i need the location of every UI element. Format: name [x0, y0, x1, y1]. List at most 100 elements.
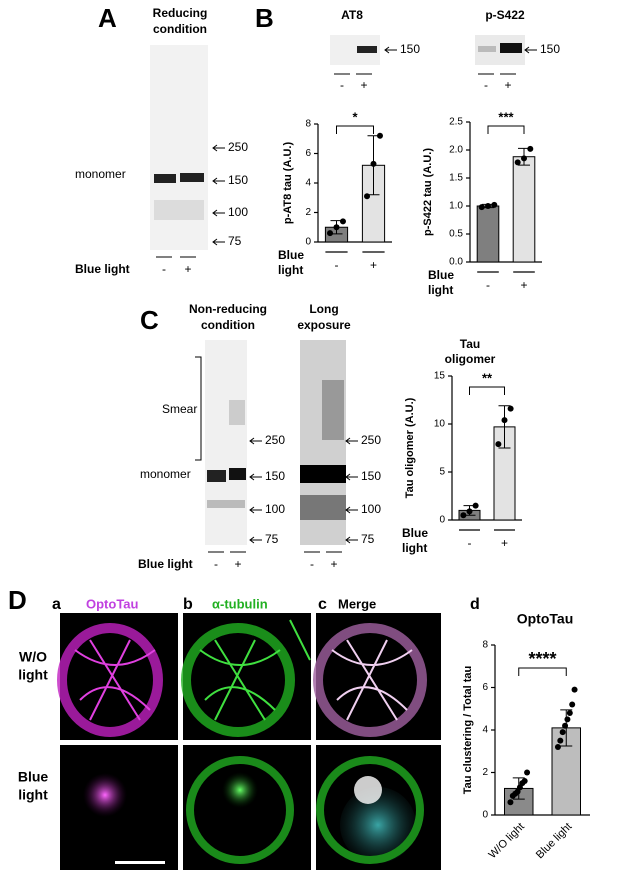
- data-point: [559, 729, 566, 736]
- blot-title: p-S422: [485, 8, 525, 22]
- marker-label: 150: [361, 469, 381, 483]
- y-tick-label: 15: [434, 371, 446, 382]
- bar: [476, 205, 500, 263]
- column-letter: a: [52, 596, 61, 613]
- chart-title: OptoTau: [517, 611, 574, 627]
- lane-label: -: [484, 78, 488, 92]
- row-label: light: [18, 667, 48, 683]
- treatment-label: Blue light: [138, 557, 193, 571]
- micrograph: [57, 613, 441, 870]
- column-title: OptoTau: [86, 596, 139, 611]
- data-point: [524, 769, 531, 776]
- data-point: [562, 722, 569, 729]
- significance-label: **: [482, 370, 493, 385]
- lane-label: +: [360, 78, 367, 92]
- column-letter: b: [183, 596, 193, 613]
- data-point: [507, 405, 514, 412]
- x-tick-label: +: [370, 258, 377, 272]
- significance-bracket: [518, 667, 567, 676]
- error-bar: [498, 405, 511, 449]
- chart-title: oligomer: [445, 352, 496, 366]
- marker-label: 250: [361, 433, 381, 447]
- y-tick-label: 4: [305, 178, 311, 189]
- y-tick-label: 2: [305, 207, 311, 218]
- y-tick-label: 1.5: [449, 173, 463, 184]
- marker-label: 75: [265, 532, 279, 546]
- marker-label: 150: [228, 173, 248, 187]
- bar: [512, 156, 536, 263]
- blot-title: condition: [201, 318, 255, 332]
- y-tick-label: 8: [482, 640, 488, 651]
- y-axis-label: p-S422 tau (A.U.): [422, 148, 434, 236]
- data-point: [460, 512, 467, 519]
- column-title: Merge: [338, 596, 376, 611]
- y-tick-label: 0.0: [449, 257, 463, 268]
- y-tick-label: 1.0: [449, 201, 463, 212]
- y-tick-label: 2: [482, 767, 488, 778]
- data-point: [514, 159, 521, 166]
- data-point: [376, 132, 383, 139]
- panel-letter: D: [8, 585, 27, 615]
- data-point: [364, 193, 371, 200]
- data-point: [507, 799, 514, 806]
- data-point: [491, 201, 498, 208]
- data-point: [501, 417, 508, 424]
- x-axis-label: Blue: [278, 248, 304, 262]
- y-tick-label: 6: [482, 682, 488, 693]
- row-label: Blue: [18, 769, 49, 785]
- marker-label: 75: [228, 234, 242, 248]
- marker-label: 100: [361, 502, 381, 516]
- y-tick-label: 8: [305, 119, 311, 130]
- blot-title: condition: [153, 22, 207, 36]
- data-point: [571, 686, 578, 693]
- data-point: [521, 155, 527, 162]
- lane-label: -: [310, 557, 314, 571]
- marker-label: 250: [265, 433, 285, 447]
- row-label: W/O: [19, 649, 47, 665]
- blot-image: [330, 35, 380, 65]
- y-tick-label: 4: [482, 725, 488, 736]
- data-point: [495, 441, 502, 448]
- blot-image: [150, 45, 208, 250]
- lane-label: +: [330, 557, 337, 571]
- marker-arrow: [524, 46, 537, 54]
- blot-title: exposure: [297, 318, 351, 332]
- panel-letter: A: [98, 3, 117, 33]
- lane-label: +: [234, 557, 241, 571]
- blot-title: Long: [309, 302, 338, 316]
- x-tick-label: -: [486, 278, 490, 292]
- data-point: [466, 508, 473, 515]
- x-tick-label: -: [335, 258, 339, 272]
- panel-letter: C: [140, 305, 159, 335]
- marker-arrow: [384, 46, 397, 54]
- significance-bracket: [469, 386, 505, 395]
- x-axis-label: Blue: [402, 526, 428, 540]
- marker-label: 75: [361, 532, 375, 546]
- data-point: [370, 160, 377, 167]
- y-tick-label: 10: [434, 419, 446, 430]
- x-axis-label: light: [402, 541, 427, 555]
- x-tick-label: +: [501, 536, 508, 550]
- treatment-label: Blue light: [75, 262, 130, 276]
- panel-letter: B: [255, 3, 274, 33]
- lane-label: +: [504, 78, 511, 92]
- x-tick-label: W/O light: [486, 821, 526, 861]
- marker-label: 150: [540, 42, 560, 56]
- x-tick-label: Blue light: [534, 821, 574, 861]
- y-axis-label: Tau oligomer (A.U.): [404, 397, 416, 498]
- data-point: [527, 145, 534, 152]
- data-point: [557, 737, 564, 744]
- band-label: monomer: [140, 467, 191, 481]
- data-point: [569, 701, 576, 708]
- marker-label: 150: [400, 42, 420, 56]
- x-axis-label: light: [428, 283, 453, 297]
- marker-label: 100: [228, 205, 248, 219]
- significance-bracket: [487, 125, 525, 134]
- data-point: [554, 744, 561, 750]
- blot-title: Non-reducing: [189, 302, 267, 316]
- y-tick-label: 0: [439, 515, 445, 526]
- data-point: [478, 204, 485, 211]
- y-tick-label: 0.5: [449, 229, 463, 240]
- significance-label: *: [352, 109, 358, 124]
